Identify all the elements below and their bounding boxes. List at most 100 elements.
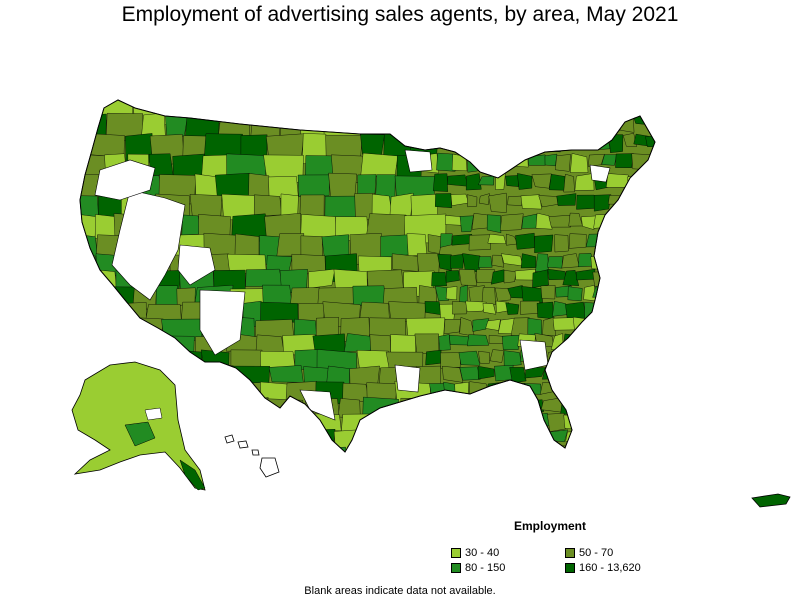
area-polygon xyxy=(549,173,566,191)
area-polygon xyxy=(641,429,655,446)
area-polygon xyxy=(544,153,558,167)
ny-blank xyxy=(589,164,611,183)
area-polygon xyxy=(572,316,593,334)
area-polygon xyxy=(659,304,675,315)
area-polygon xyxy=(254,100,285,122)
area-polygon xyxy=(593,332,614,352)
area-polygon xyxy=(434,396,447,409)
area-polygon xyxy=(481,287,496,306)
area-polygon xyxy=(505,175,519,187)
area-polygon xyxy=(503,270,517,284)
area-polygon xyxy=(587,154,605,167)
area-polygon xyxy=(521,113,536,128)
area-polygon xyxy=(611,383,627,400)
mainland-outline xyxy=(79,99,656,453)
area-polygon xyxy=(506,100,526,109)
area-polygon xyxy=(459,366,481,381)
area-polygon xyxy=(508,114,522,132)
area-polygon xyxy=(468,234,492,251)
area-polygon xyxy=(662,155,681,170)
area-polygon xyxy=(464,100,477,111)
area-polygon xyxy=(627,286,646,300)
area-polygon xyxy=(478,256,493,268)
area-polygon xyxy=(546,413,567,432)
area-polygon xyxy=(487,153,503,168)
area-polygon xyxy=(521,134,541,154)
area-polygon xyxy=(282,100,321,124)
area-polygon xyxy=(617,398,632,412)
area-polygon xyxy=(509,367,527,384)
area-polygon xyxy=(657,334,671,345)
area-polygon xyxy=(489,349,505,363)
area-polygon xyxy=(434,285,450,302)
area-polygon xyxy=(531,173,552,189)
area-polygon xyxy=(181,214,202,236)
area-polygon xyxy=(562,270,580,286)
area-polygon xyxy=(438,334,451,351)
area-polygon xyxy=(586,113,605,126)
area-polygon xyxy=(389,113,425,137)
legend-item-30-40: 30 - 40 xyxy=(451,547,499,559)
hawaii-island-2 xyxy=(237,440,249,449)
area-polygon xyxy=(522,100,544,106)
area-polygon xyxy=(666,350,681,365)
area-polygon xyxy=(449,447,465,452)
nevada-blank xyxy=(111,189,186,301)
area-polygon xyxy=(535,446,553,452)
area-polygon xyxy=(80,317,93,337)
hawaii-island-4 xyxy=(259,457,280,478)
legend-item-160-13620: 160 - 13,620 xyxy=(565,562,641,574)
area-polygon xyxy=(211,364,234,390)
area-polygon xyxy=(636,351,655,359)
area-polygon xyxy=(406,233,428,257)
hawaii-island-1 xyxy=(224,434,235,444)
area-polygon xyxy=(478,193,490,205)
area-polygon xyxy=(644,269,655,286)
area-polygon xyxy=(535,115,549,133)
area-polygon xyxy=(574,173,595,191)
area-polygon xyxy=(635,193,652,212)
alaska-area-south xyxy=(124,421,156,447)
area-polygon xyxy=(486,214,502,234)
area-polygon xyxy=(483,398,496,409)
area-polygon xyxy=(505,302,520,315)
area-polygon xyxy=(579,430,596,442)
area-polygon xyxy=(626,334,643,353)
area-polygon xyxy=(666,136,685,150)
area-polygon xyxy=(552,317,576,331)
area-polygon xyxy=(266,415,290,433)
area-polygon xyxy=(662,94,676,110)
area-polygon xyxy=(80,254,98,282)
area-polygon xyxy=(454,381,469,398)
area-polygon xyxy=(656,318,673,334)
area-polygon xyxy=(561,253,580,269)
area-polygon xyxy=(515,232,535,250)
area-polygon xyxy=(657,174,675,187)
area-polygon xyxy=(608,134,624,153)
area-polygon xyxy=(216,398,249,419)
area-polygon xyxy=(554,234,569,253)
area-polygon xyxy=(360,152,399,178)
area-polygon xyxy=(555,100,577,109)
area-polygon xyxy=(189,396,218,426)
area-polygon xyxy=(436,133,457,145)
area-polygon xyxy=(452,300,468,315)
area-polygon xyxy=(424,301,443,316)
area-polygon xyxy=(446,174,469,187)
area-polygon xyxy=(548,135,561,153)
area-polygon xyxy=(520,300,540,315)
area-polygon xyxy=(477,365,495,380)
area-polygon xyxy=(606,318,619,335)
area-polygon xyxy=(451,429,472,442)
area-polygon xyxy=(482,429,504,445)
area-polygon xyxy=(576,336,597,346)
area-polygon xyxy=(425,349,442,366)
area-polygon xyxy=(120,302,147,325)
area-polygon xyxy=(527,154,546,166)
area-polygon xyxy=(80,333,98,357)
area-polygon xyxy=(449,334,471,346)
area-polygon xyxy=(80,287,99,305)
area-polygon xyxy=(608,253,631,264)
area-polygon xyxy=(297,174,330,197)
area-polygon xyxy=(488,192,507,213)
